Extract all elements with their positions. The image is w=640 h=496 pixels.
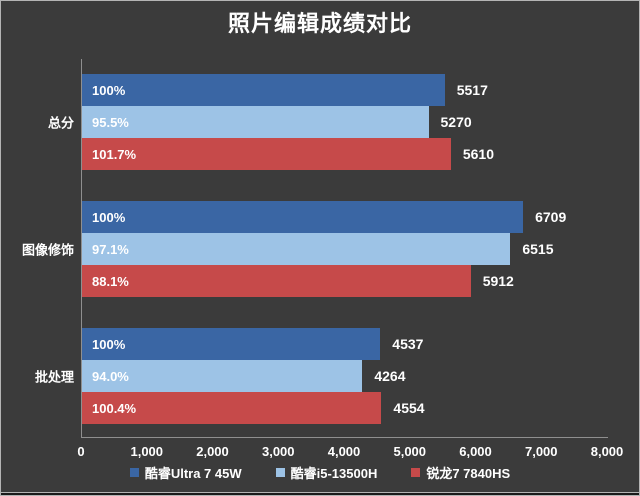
bar-groups: 总分 100% 5517 95.5% 5270 101.7% 5610 图像修饰 100% 670… xyxy=(22,74,608,424)
value-label: 4554 xyxy=(393,400,425,416)
value-label: 5270 xyxy=(440,114,472,130)
legend: 酷睿Ultra 7 45W 酷睿i5-13500H 锐龙7 7840HS xyxy=(1,463,639,482)
category-label: 总分 xyxy=(47,115,74,131)
value-label: 6709 xyxy=(535,209,567,225)
bar-group-3: 批处理 100% 4537 94.0% 4264 100.4% 4554 xyxy=(35,328,608,424)
legend-swatch-icon xyxy=(411,468,421,477)
legend-swatch-icon xyxy=(129,468,139,477)
value-label: 5610 xyxy=(462,146,494,162)
x-tick-label: 3,000 xyxy=(261,444,295,459)
percent-label: 97.1% xyxy=(92,241,129,257)
percent-label: 95.5% xyxy=(92,114,129,130)
value-label: 4537 xyxy=(392,336,424,352)
bar-row: 100% 4537 xyxy=(82,328,608,360)
bar-row: 100% 6709 xyxy=(82,201,608,233)
x-tick-label: 2,000 xyxy=(196,444,229,459)
chart-title: 照片编辑成绩对比 xyxy=(227,11,412,36)
bottom-border xyxy=(1,492,639,495)
bar-group-1: 总分 100% 5517 95.5% 5270 101.7% 5610 xyxy=(48,74,608,170)
bar-series-2: 94.0% xyxy=(82,360,363,392)
percent-label: 100% xyxy=(92,336,126,352)
value-label: 6515 xyxy=(522,241,554,257)
bar-series-2: 97.1% xyxy=(82,233,511,265)
bar-row: 100.4% 4554 xyxy=(82,392,608,424)
bar-series-1: 100% xyxy=(82,201,524,233)
percent-label: 100% xyxy=(92,82,126,98)
percent-label: 94.0% xyxy=(92,368,129,384)
value-label: 5517 xyxy=(456,82,488,98)
bar-row: 100% 5517 xyxy=(82,74,608,106)
bar-row: 88.1% 5912 xyxy=(82,265,608,297)
value-label: 4264 xyxy=(374,368,406,384)
value-label: 5912 xyxy=(482,273,514,289)
category-label: 批处理 xyxy=(34,369,74,385)
legend-swatch-icon xyxy=(275,468,285,477)
legend-label: 锐龙7 7840HS xyxy=(426,466,511,481)
percent-label: 100% xyxy=(92,209,126,225)
legend-item-2: 酷睿i5-13500H xyxy=(275,463,378,482)
bar-series-3: 101.7% xyxy=(82,138,451,170)
percent-label: 100.4% xyxy=(92,400,137,416)
x-tick-label: 8,000 xyxy=(590,444,624,459)
legend-item-3: 锐龙7 7840HS xyxy=(411,463,510,482)
bar-group-2: 图像修饰 100% 6709 97.1% 6515 88.1% 5912 xyxy=(22,201,608,297)
bar-row: 95.5% 5270 xyxy=(82,106,608,138)
bar-series-3: 100.4% xyxy=(82,392,382,424)
category-label: 图像修饰 xyxy=(21,242,74,258)
bar-row: 97.1% 6515 xyxy=(82,233,608,265)
legend-item-1: 酷睿Ultra 7 45W xyxy=(129,463,242,482)
bar-series-1: 100% xyxy=(82,74,445,106)
x-tick-label: 5,000 xyxy=(393,444,427,459)
bar-series-3: 88.1% xyxy=(82,265,471,297)
x-tick-label: 6,000 xyxy=(459,444,492,459)
percent-label: 88.1% xyxy=(92,273,129,289)
plot-area: 总分 100% 5517 95.5% 5270 101.7% 5610 图像修饰 100% 670… xyxy=(22,59,623,459)
percent-label: 101.7% xyxy=(92,146,137,162)
legend-label: 酷睿i5-13500H xyxy=(290,466,378,481)
x-tick-label: 7,000 xyxy=(524,444,558,459)
x-axis-ticks: 0 1,000 2,000 3,000 4,000 5,000 6,000 7,000 8,00… xyxy=(77,437,623,459)
x-tick-label: 1,000 xyxy=(130,444,164,459)
bar-row: 101.7% 5610 xyxy=(82,138,608,170)
bar-series-1: 100% xyxy=(82,328,381,360)
legend-label: 酷睿Ultra 7 45W xyxy=(144,466,242,481)
x-tick-label: 4,000 xyxy=(327,444,361,459)
x-tick-label: 0 xyxy=(77,444,85,459)
bar-series-2: 95.5% xyxy=(82,106,429,138)
bar-row: 94.0% 4264 xyxy=(82,360,608,392)
